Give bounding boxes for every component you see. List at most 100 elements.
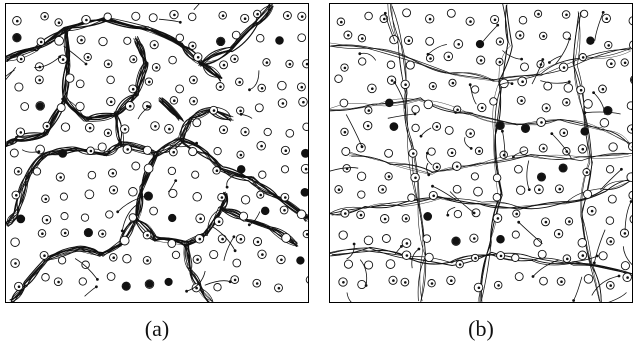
sprout-line	[223, 236, 235, 261]
cell-circle	[302, 122, 308, 131]
sprout-line	[346, 292, 352, 302]
cell-circle	[444, 125, 454, 135]
sprout-tip	[239, 112, 243, 116]
sprout-line	[482, 24, 498, 42]
sprout-tip	[568, 37, 571, 41]
cell-nucleus	[521, 80, 524, 83]
sprout-tip	[541, 58, 545, 61]
cell-nucleus	[219, 85, 222, 89]
cell-nucleus	[44, 197, 48, 201]
cell-circle	[281, 233, 291, 243]
sprout-line	[526, 160, 530, 190]
cell-circle	[605, 165, 615, 174]
cell-nucleus	[392, 279, 395, 282]
sprout-line	[167, 180, 177, 193]
cell-circle	[514, 272, 524, 282]
cell-circle	[128, 187, 138, 197]
cell-nucleus	[277, 286, 281, 290]
cell-circle	[238, 211, 249, 221]
sprout-line	[394, 82, 405, 109]
cell-nucleus	[173, 13, 176, 17]
fiber-strand	[12, 218, 136, 302]
cell-nucleus	[478, 149, 481, 153]
cell-nucleus	[281, 102, 285, 105]
cell-nucleus	[212, 109, 216, 112]
sprout-tip	[469, 147, 473, 150]
cell-nucleus	[387, 175, 391, 178]
fiber-strand	[10, 219, 138, 302]
cell-nucleus	[429, 57, 432, 60]
cell-nucleus	[381, 188, 384, 191]
cell-circle	[240, 195, 251, 205]
cell-nucleus	[15, 194, 18, 197]
cell-nucleus	[259, 193, 262, 197]
sprout-tip	[383, 11, 387, 15]
cell-circle	[471, 208, 481, 218]
cell-filled	[537, 173, 546, 181]
sprout-line	[137, 106, 150, 120]
cell-circle	[599, 118, 610, 128]
cell-nucleus	[155, 66, 158, 69]
cell-nucleus	[220, 196, 224, 199]
cell-circle	[167, 239, 177, 248]
fiber-strand	[183, 241, 214, 302]
cell-circle	[263, 127, 272, 137]
sprout-tip	[233, 249, 237, 253]
cell-circle	[423, 99, 434, 110]
sprout-tip	[228, 280, 232, 284]
cell-circle	[192, 118, 202, 128]
cell-filled	[301, 149, 308, 158]
cell-nucleus	[154, 125, 157, 128]
fiber-strand	[187, 241, 210, 302]
cell-circle	[446, 8, 456, 18]
cell-nucleus	[233, 57, 237, 61]
cell-filled	[452, 237, 460, 245]
cell-nucleus	[562, 66, 566, 69]
fiber-strand	[481, 4, 509, 302]
fiber-strand	[10, 220, 135, 302]
cell-nucleus	[59, 176, 62, 179]
cell-circle	[364, 260, 374, 270]
cell-nucleus	[256, 240, 260, 244]
cell-nucleus	[497, 284, 500, 287]
cell-nucleus	[126, 148, 129, 151]
cell-nucleus	[585, 171, 589, 174]
sprout-tip	[413, 112, 417, 116]
cell-circle	[300, 163, 308, 174]
sprout-tip	[629, 200, 632, 203]
sprout-tip	[517, 220, 521, 224]
cell-circle	[143, 163, 154, 174]
cell-nucleus	[342, 281, 345, 284]
cell-circle	[470, 172, 479, 181]
cell-filled	[164, 278, 173, 286]
cell-circle	[32, 167, 42, 176]
cell-nucleus	[469, 20, 472, 23]
cell-circle	[357, 279, 367, 290]
cell-circle	[339, 98, 349, 108]
cell-nucleus	[107, 131, 110, 135]
sprout-line	[204, 280, 231, 286]
cell-nucleus	[456, 108, 459, 112]
cell-filled	[580, 127, 589, 136]
cell-nucleus	[239, 153, 243, 157]
cell-nucleus	[601, 87, 605, 91]
sprout-line	[502, 50, 522, 60]
cell-nucleus	[261, 253, 264, 256]
cell-nucleus	[605, 17, 608, 20]
sprout-tip	[352, 242, 356, 246]
sprout-line	[34, 56, 60, 69]
sprout-tip	[426, 151, 429, 155]
cell-circle	[427, 147, 436, 156]
cell-circle	[277, 80, 287, 91]
cell-circle	[341, 147, 351, 156]
sprout-tip	[572, 299, 575, 302]
cell-circle	[511, 230, 520, 239]
sprout-line	[74, 258, 98, 280]
fiber-strand	[60, 27, 149, 118]
fiber-strand	[184, 244, 209, 302]
sprout-line	[594, 12, 604, 41]
sprout-tip	[225, 185, 229, 189]
fiber-strand	[159, 97, 180, 120]
sprout-line	[121, 204, 137, 231]
cell-filled	[36, 102, 44, 110]
